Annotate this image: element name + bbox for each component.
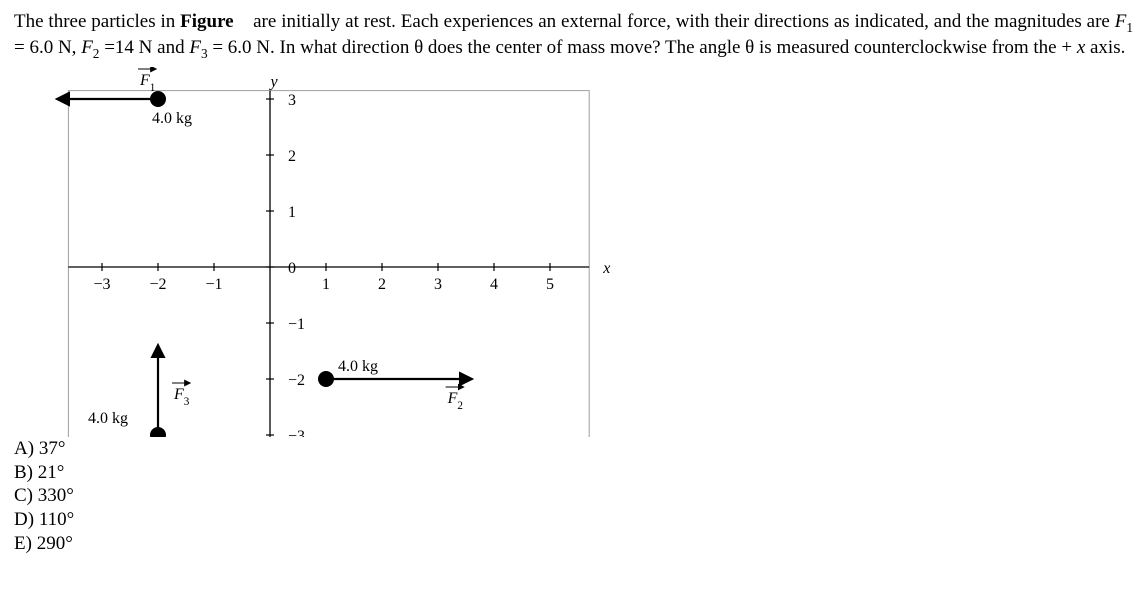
- f2-sym: F: [81, 37, 93, 58]
- f3-sym: F: [189, 37, 201, 58]
- particle-p2: [318, 371, 334, 387]
- y-tick-label: 1: [288, 204, 296, 221]
- y-tick-label: −2: [288, 372, 305, 389]
- f1-val: = 6.0 N,: [14, 37, 81, 58]
- answer-options: A) 37 B) 21 C) 330 D) 110 E) 290: [14, 437, 1133, 556]
- option-c-val: 330: [38, 485, 74, 506]
- x-tick-label: −3: [93, 276, 110, 293]
- f3-sub: 3: [201, 46, 208, 61]
- f1-sym: F: [1115, 11, 1127, 32]
- x-tick-label: 1: [322, 276, 330, 293]
- f3-val: = 6.0 N. In what direction θ does the ce…: [208, 37, 1077, 58]
- option-d-val: 110: [39, 509, 74, 530]
- force-label-p3: F3: [173, 386, 190, 408]
- problem-text-1: The three particles in: [14, 11, 180, 32]
- figure-svg: −3−2−112345−3−2−10123xy4.0 kgF14.0 kgF24…: [14, 67, 654, 437]
- force-label-p2: F2: [447, 390, 463, 412]
- problem-text-2: are initially at rest. Each experiences …: [248, 11, 1114, 32]
- option-e-val: 290: [37, 533, 73, 554]
- option-b-val: 21: [38, 462, 65, 483]
- option-e: E) 290: [14, 532, 1133, 556]
- x-tick-label: 5: [546, 276, 554, 293]
- x-tick-label: 4: [490, 276, 498, 293]
- option-b: B) 21: [14, 461, 1133, 485]
- y-tick-label: 2: [288, 148, 296, 165]
- option-a-val: 37: [39, 438, 66, 459]
- x-tick-label: −1: [205, 276, 222, 293]
- y-axis-label: y: [268, 73, 278, 90]
- y-tick-label: 3: [288, 92, 296, 109]
- mass-label-p1: 4.0 kg: [152, 110, 192, 127]
- x-tick-label: 3: [434, 276, 442, 293]
- option-d: D) 110: [14, 508, 1133, 532]
- x-axis-label: x: [602, 260, 610, 277]
- y-tick-label: 0: [288, 260, 296, 277]
- y-tick-label: −3: [288, 428, 305, 437]
- xvar: x: [1077, 37, 1085, 58]
- option-c: C) 330: [14, 484, 1133, 508]
- mass-label-p3: 4.0 kg: [88, 410, 128, 427]
- x-tick-label: −2: [149, 276, 166, 293]
- mass-label-p2: 4.0 kg: [338, 358, 378, 375]
- y-tick-label: −1: [288, 316, 305, 333]
- f1-sub: 1: [1126, 20, 1133, 35]
- figure: −3−2−112345−3−2−10123xy4.0 kgF14.0 kgF24…: [14, 67, 654, 437]
- f2-val: =14 N and: [99, 37, 189, 58]
- problem-tail: axis.: [1085, 37, 1125, 58]
- problem-statement: The three particles in Figure are initia…: [14, 10, 1133, 63]
- x-tick-label: 2: [378, 276, 386, 293]
- particle-p3: [150, 427, 166, 437]
- figure-word: Figure: [180, 11, 233, 32]
- option-a: A) 37: [14, 437, 1133, 461]
